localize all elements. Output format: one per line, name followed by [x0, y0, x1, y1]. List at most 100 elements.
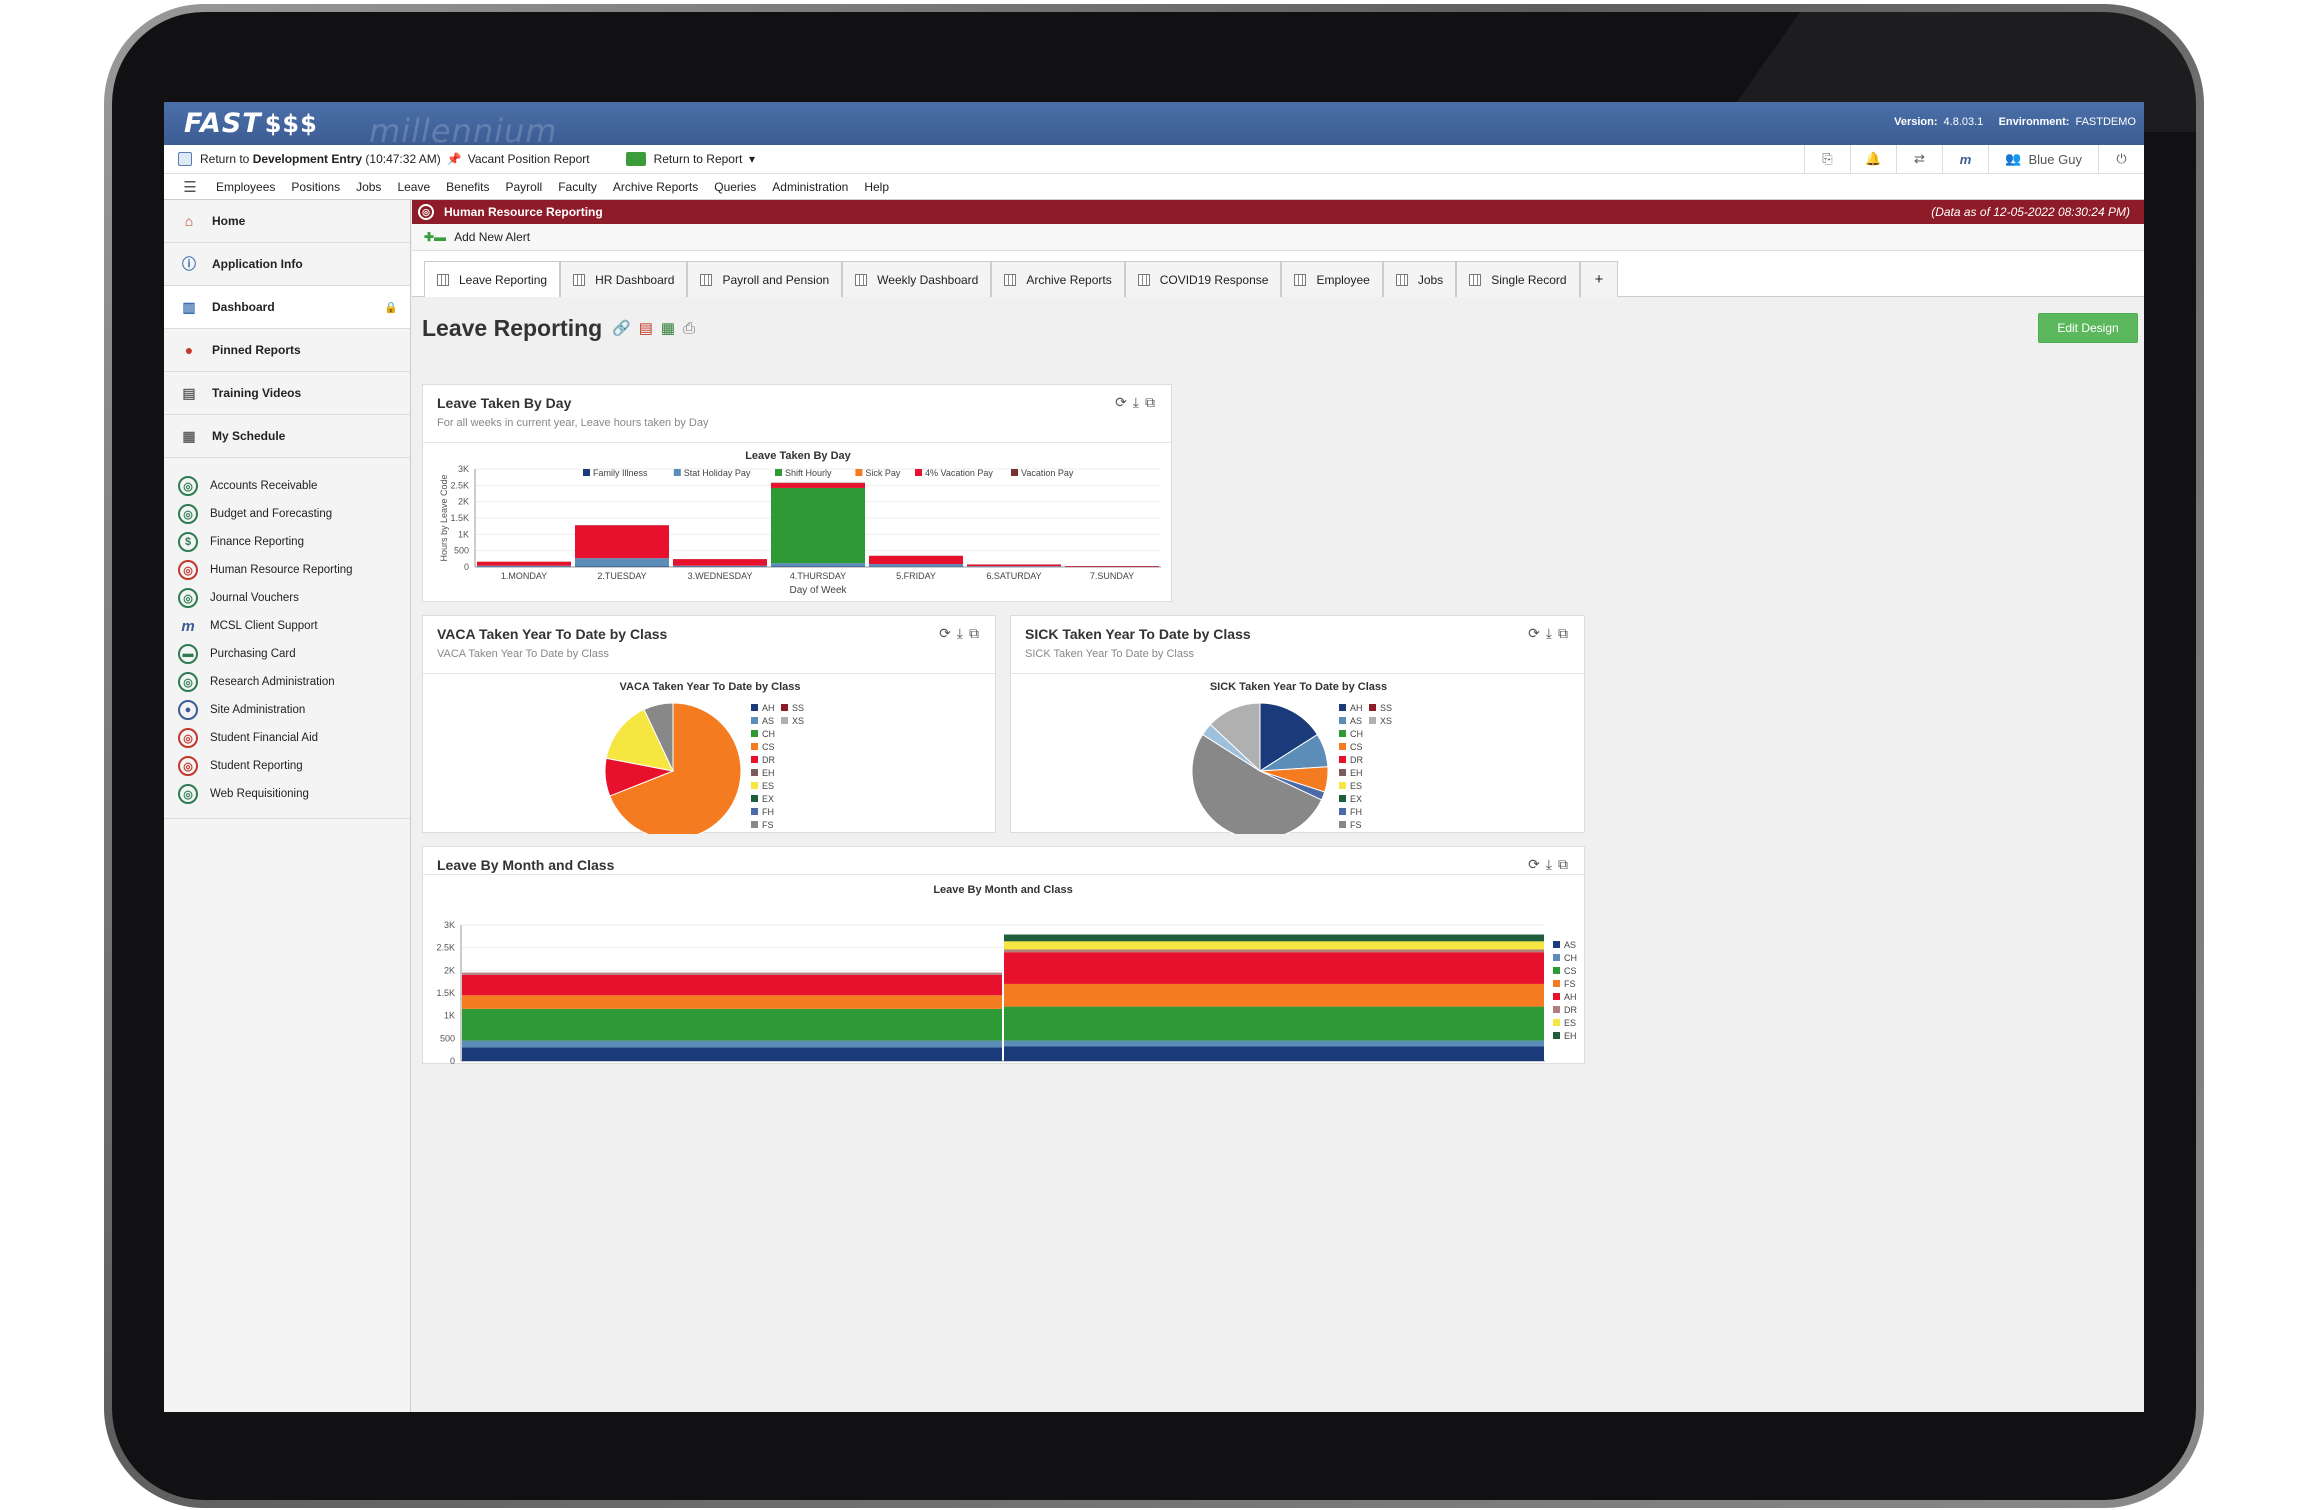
menu-administration[interactable]: Administration [772, 179, 849, 194]
legend-label: CS [762, 742, 775, 752]
legend-swatch [751, 717, 758, 724]
pin-icon: 📌 [446, 152, 462, 166]
bell-icon[interactable]: 🔔 [1850, 145, 1896, 173]
module-budget-forecasting[interactable]: ◎ Budget and Forecasting [164, 500, 410, 528]
sidebar-item-application-info[interactable]: ⓘ Application Info [164, 243, 410, 286]
menu-faculty[interactable]: Faculty [558, 179, 597, 194]
module-finance-reporting[interactable]: $ Finance Reporting [164, 528, 410, 556]
module-student-reporting[interactable]: ◎ Student Reporting [164, 752, 410, 780]
module-journal-vouchers[interactable]: ◎ Journal Vouchers [164, 584, 410, 612]
bar-segment [462, 1008, 1002, 1041]
legend-swatch [751, 782, 758, 789]
chat-icon[interactable]: ⇄ [1896, 145, 1942, 173]
module-site-administration[interactable]: ● Site Administration [164, 696, 410, 724]
millennium-icon[interactable]: m [1942, 145, 1988, 173]
edit-design-button[interactable]: Edit Design [2038, 313, 2138, 343]
legend-swatch [673, 469, 681, 476]
vacant-report-link[interactable]: Vacant Position Report [467, 152, 590, 166]
menu-queries[interactable]: Queries [714, 179, 757, 194]
module-human-resource-reporting[interactable]: ◎ Human Resource Reporting [164, 556, 410, 584]
refresh-icon[interactable]: ⟳ [1528, 625, 1546, 641]
legend-label: CH [1350, 729, 1363, 739]
expand-icon[interactable]: ⧉ [1558, 625, 1574, 641]
chart-title: Leave By Month and Class [933, 884, 1072, 896]
menu-leave[interactable]: Leave [397, 179, 431, 194]
video-icon: ▤ [182, 384, 196, 401]
menu-archive-reports[interactable]: Archive Reports [612, 179, 699, 194]
excel-icon[interactable]: ▦ [660, 320, 684, 337]
module-mcsl-client-support[interactable]: m MCSL Client Support [164, 612, 410, 640]
page-header: Leave Reporting 🔗▤▦⎙ Edit Design [412, 297, 2144, 357]
legend-swatch [781, 717, 788, 724]
chart-icon: ▥ [182, 298, 196, 315]
menu-benefits[interactable]: Benefits [446, 179, 490, 194]
pie-slice [643, 702, 674, 772]
legend-swatch [1369, 717, 1376, 724]
legend-label: ES [762, 781, 774, 791]
tab-covid19-response[interactable]: COVID19 Response [1124, 261, 1282, 297]
hamburger-icon[interactable]: ☰ [183, 178, 197, 196]
pdf-icon[interactable]: ▤ [638, 320, 661, 337]
power-icon[interactable]: ⏻ [2098, 145, 2144, 173]
bar-segment [771, 566, 865, 567]
sidebar-item-home[interactable]: ⌂ Home [164, 200, 410, 243]
sidebar-item-my-schedule[interactable]: ▦ My Schedule [164, 415, 410, 458]
legend-swatch [583, 469, 590, 476]
legend-swatch [1553, 967, 1560, 974]
panel-tools: ⟳⤓⧉ [939, 625, 985, 642]
user-menu[interactable]: 👥 Blue Guy [1988, 145, 2098, 173]
tab-payroll-pension[interactable]: Payroll and Pension [687, 261, 843, 297]
mcsl-icon: m [181, 617, 195, 635]
legend-label: AS [762, 716, 774, 726]
download-icon[interactable]: ⤓ [1545, 625, 1558, 641]
export-icon[interactable]: ⎘ [1804, 145, 1850, 173]
bar-segment [477, 561, 571, 566]
legend-swatch [1339, 756, 1346, 763]
tab-leave-reporting[interactable]: Leave Reporting [424, 261, 561, 297]
tab-hr-dashboard[interactable]: HR Dashboard [560, 261, 688, 297]
sidebar-item-label: Application Info [212, 257, 303, 271]
menu-employees[interactable]: Employees [216, 179, 276, 194]
tab-weekly-dashboard[interactable]: Weekly Dashboard [842, 261, 992, 297]
expand-icon[interactable]: ⧉ [1145, 394, 1161, 410]
tab-employee[interactable]: Employee [1281, 261, 1383, 297]
expand-icon[interactable]: ⧉ [1558, 856, 1574, 872]
x-tick-label: 1.MONDAY [501, 571, 547, 581]
refresh-icon[interactable]: ⟳ [1528, 856, 1546, 872]
download-icon[interactable]: ⤓ [956, 625, 969, 641]
refresh-icon[interactable]: ⟳ [1115, 394, 1133, 410]
expand-icon[interactable]: ⧉ [969, 625, 985, 641]
tab-archive-reports[interactable]: Archive Reports [991, 261, 1125, 297]
module-purchasing-card[interactable]: ▬ Purchasing Card [164, 640, 410, 668]
tab-label: Employee [1316, 272, 1370, 287]
menu-help[interactable]: Help [864, 179, 889, 194]
refresh-icon[interactable]: ⟳ [939, 625, 957, 641]
app-logo[interactable]: FAST $$$ millennium [184, 108, 556, 150]
download-icon[interactable]: ⤓ [1132, 394, 1145, 410]
return-link[interactable]: Return to Development Entry (10:47:32 AM… [200, 152, 441, 166]
pie-slice [1259, 702, 1319, 772]
bar-segment [869, 564, 963, 567]
tab-jobs[interactable]: Jobs [1382, 261, 1457, 297]
download-icon[interactable]: ⤓ [1545, 856, 1558, 872]
module-accounts-receivable[interactable]: ◎ Accounts Receivable [164, 472, 410, 500]
module-student-financial-aid[interactable]: ◎ Student Financial Aid [164, 724, 410, 752]
add-alert-link[interactable]: Add New Alert [454, 230, 531, 244]
return-to-report-button[interactable]: Return to Report ▾ [625, 152, 755, 166]
module-research-administration[interactable]: ◎ Research Administration [164, 668, 410, 696]
sidebar-item-training-videos[interactable]: ▤ Training Videos [164, 372, 410, 415]
y-tick-label: 0 [464, 562, 469, 572]
grid-icon [1137, 273, 1150, 286]
link-icon[interactable]: 🔗 [612, 320, 639, 337]
sidebar-item-pinned-reports[interactable]: ● Pinned Reports [164, 329, 410, 372]
sidebar-item-dashboard[interactable]: ▥ Dashboard 🔒 [164, 286, 410, 329]
menu-payroll[interactable]: Payroll [505, 179, 543, 194]
add-tab-button[interactable]: + [1579, 261, 1619, 297]
module-label: Journal Vouchers [210, 592, 299, 604]
menu-jobs[interactable]: Jobs [356, 179, 382, 194]
menu-positions[interactable]: Positions [291, 179, 341, 194]
tab-single-record[interactable]: Single Record [1456, 261, 1580, 297]
module-web-requisitioning[interactable]: ◎ Web Requisitioning [164, 780, 410, 808]
print-icon[interactable]: ⎙ [683, 320, 704, 337]
legend-swatch [1369, 704, 1376, 711]
